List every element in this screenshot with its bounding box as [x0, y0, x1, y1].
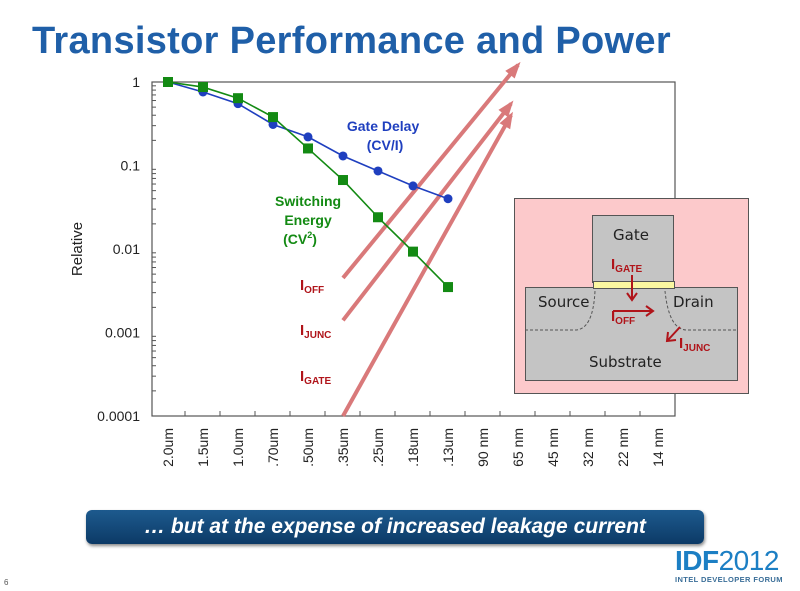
source-label: Source [538, 293, 590, 311]
x-tick-label: .18um [405, 428, 421, 467]
x-tick-label: 1.0um [230, 428, 246, 467]
leakage-banner: … but at the expense of increased leakag… [86, 510, 704, 544]
y-tick-label: 0.001 [105, 325, 140, 341]
gate-delay-point [408, 181, 418, 191]
x-tick-label: .50um [300, 428, 316, 467]
transistor-diagram: Gate Source Drain Substrate IGATE IOFF I… [514, 198, 749, 394]
y-axis-label: Relative [69, 222, 86, 276]
gate-delay-point [338, 151, 348, 161]
substrate-label: Substrate [589, 353, 662, 371]
y-tick-label: 0.0001 [97, 408, 140, 424]
switching-energy-point [338, 175, 348, 186]
x-tick-label: 22 nm [615, 428, 631, 467]
x-tick-label: 14 nm [650, 428, 666, 467]
x-tick-label: .25um [370, 428, 386, 467]
switching-energy-label: Switching Energy (CV2) [275, 193, 345, 247]
inset-igate-label: IGATE [611, 256, 643, 275]
switching-energy-point [303, 143, 313, 154]
switching-energy-point [233, 93, 243, 104]
gate-block [592, 215, 674, 283]
x-tick-label: 32 nm [580, 428, 596, 467]
switching-energy-point [373, 212, 383, 223]
y-tick-label: 0.01 [113, 241, 140, 257]
leakage-arrowhead [505, 61, 521, 79]
gate-delay-point [303, 132, 313, 142]
switching-energy-point [268, 112, 278, 123]
x-tick-label: 65 nm [510, 428, 526, 467]
ijunc-label: IJUNC [300, 322, 332, 341]
series-line-switching-energy [167, 81, 449, 288]
leakage-arrowhead [498, 100, 514, 118]
leakage-arrowhead [499, 111, 513, 130]
x-tick-label: .35um [335, 428, 351, 467]
inset-ijunc-label: IJUNC [679, 335, 711, 354]
igate-label: IGATE [300, 368, 332, 387]
x-tick-label: .70um [265, 428, 281, 467]
substrate-block [525, 287, 738, 381]
gate-oxide [593, 281, 675, 289]
y-tick-label: 0.1 [121, 158, 141, 174]
switching-energy-point [163, 77, 173, 87]
leakage-line-off [341, 63, 520, 280]
idf-logo: IDF2012 INTEL DEVELOPER FORUM [675, 545, 783, 585]
x-tick-label: .13um [440, 428, 456, 467]
x-tick-label: 2.0um [160, 428, 176, 467]
leakage-line-junc [341, 102, 513, 322]
inset-ioff-label: IOFF [611, 308, 636, 327]
y-tick-label: 1 [132, 74, 140, 90]
gate-delay-point [373, 166, 383, 176]
drain-label: Drain [673, 293, 714, 311]
gate-delay-point [443, 194, 453, 204]
switching-energy-point [443, 282, 453, 293]
current-arrows [613, 275, 681, 343]
gate-delay-point [268, 119, 278, 129]
page-number: 6 [4, 578, 9, 587]
x-tick-label: 90 nm [475, 428, 491, 467]
gate-delay-label: Gate Delay (CV/I) [347, 118, 423, 153]
gate-label: Gate [613, 226, 649, 244]
switching-energy-point [408, 246, 418, 257]
switching-energy-point [198, 82, 208, 93]
ioff-label: IOFF [300, 277, 325, 296]
x-tick-label: 45 nm [545, 428, 561, 467]
x-tick-label: 1.5um [195, 428, 211, 467]
slide-title: Transistor Performance and Power [32, 20, 671, 62]
